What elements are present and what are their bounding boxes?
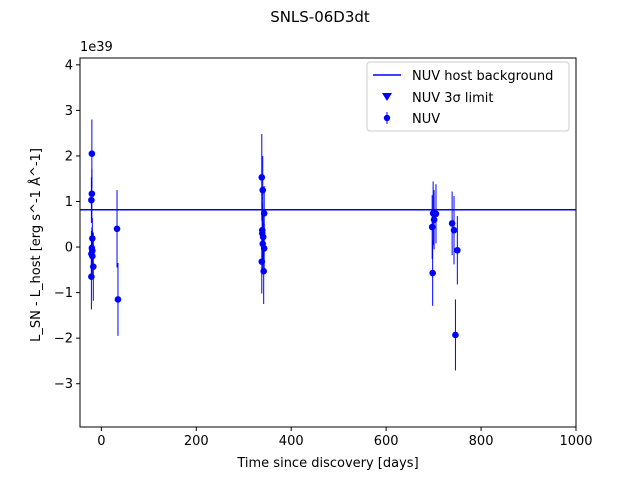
axes-frame bbox=[79, 57, 577, 428]
nuv-point bbox=[430, 216, 438, 224]
y-axis-label: L_SN - L_host [erg s^-1 Å^-1] bbox=[28, 148, 44, 342]
x-tick-label: 1000 bbox=[559, 434, 592, 449]
y-scale-label: 1e39 bbox=[80, 40, 113, 55]
legend: NUV host background NUV 3σ limit NUV bbox=[366, 61, 570, 132]
nuv-point bbox=[260, 210, 268, 217]
nuv-point bbox=[429, 269, 436, 277]
nuv-point bbox=[114, 296, 122, 303]
y-tick-label: 0 bbox=[65, 241, 73, 256]
legend-host-background-label: NUV host background bbox=[412, 69, 553, 84]
nuv-point bbox=[88, 196, 95, 204]
nuv-point bbox=[89, 263, 97, 270]
legend-box bbox=[366, 61, 570, 132]
nuv-point bbox=[448, 220, 456, 227]
nuv-point bbox=[88, 273, 95, 280]
x-tick-label: 600 bbox=[374, 434, 399, 449]
y-tick-label: −2 bbox=[54, 332, 73, 347]
nuv-point bbox=[260, 245, 268, 252]
legend-nuv-label: NUV bbox=[412, 112, 440, 127]
y-tick-label: −1 bbox=[54, 286, 73, 301]
plot-area: 0 200 400 600 800 1000 −3 −2 −1 0 1 2 3 4 bbox=[54, 57, 593, 449]
x-tick-label: 0 bbox=[97, 434, 105, 449]
legend-nuv-swatch bbox=[383, 114, 391, 122]
x-tick-label: 200 bbox=[184, 434, 209, 449]
nuv-point bbox=[454, 246, 461, 254]
nuv-point bbox=[258, 174, 266, 181]
nuv-point bbox=[89, 235, 96, 242]
nuv-point bbox=[113, 225, 121, 233]
y-tick-label: 3 bbox=[65, 104, 73, 119]
nuv-point bbox=[88, 190, 96, 198]
nuv-point bbox=[452, 331, 459, 339]
y-tick-label: 2 bbox=[65, 149, 73, 164]
nuv-point bbox=[260, 267, 267, 275]
nuv-point bbox=[258, 258, 266, 265]
nuv-point bbox=[88, 150, 96, 157]
nuv-point bbox=[432, 210, 440, 218]
x-axis-label: Time since discovery [days] bbox=[236, 456, 418, 471]
nuv-point bbox=[259, 186, 267, 194]
legend-limit-swatch bbox=[382, 93, 392, 101]
y-tick-label: −3 bbox=[54, 377, 73, 392]
nuv-point bbox=[428, 223, 436, 231]
nuv-point bbox=[89, 252, 96, 260]
legend-limit-label: NUV 3σ limit bbox=[412, 91, 494, 106]
nuv-point bbox=[259, 233, 267, 241]
nuv-point bbox=[450, 226, 458, 234]
chart-title: SNLS-06D3dt bbox=[270, 8, 370, 26]
y-tick-label: 4 bbox=[65, 58, 73, 73]
x-tick-label: 400 bbox=[279, 434, 304, 449]
y-tick-label: 1 bbox=[65, 195, 73, 210]
x-tick-label: 800 bbox=[469, 434, 494, 449]
